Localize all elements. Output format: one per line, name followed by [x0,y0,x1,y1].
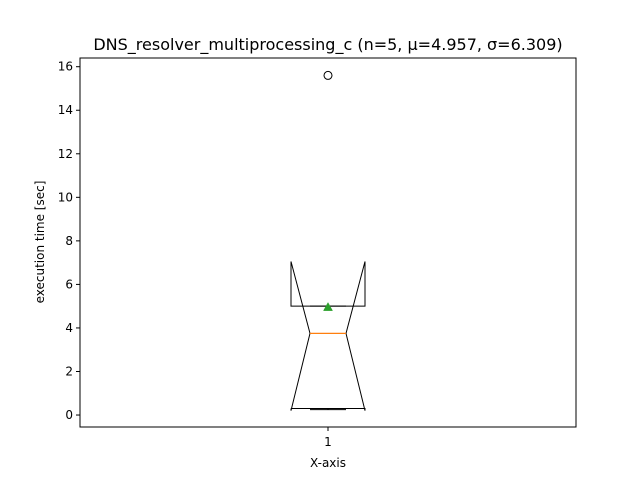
y-tick-label: 6 [65,277,73,291]
y-tick-label: 0 [65,408,73,422]
y-tick-label: 10 [58,190,73,204]
plot-area [79,57,577,428]
x-axis: 1 [324,427,332,449]
chart-title: DNS_resolver_multiprocessing_c (n=5, μ=4… [93,35,562,55]
x-axis-label: X-axis [310,456,346,470]
box [290,261,366,411]
y-tick-label: 2 [65,364,73,378]
y-axis: 0 2 4 6 8 10 12 14 16 [58,60,80,422]
outlier-point [323,70,333,80]
mean-marker [323,302,333,311]
box-series [290,70,366,411]
x-tick-label: 1 [324,435,332,449]
y-tick-label: 4 [65,321,73,335]
y-tick-label: 14 [58,103,73,117]
y-axis-label: execution time [sec] [33,181,47,304]
y-tick-label: 8 [65,234,73,248]
y-tick-label: 12 [58,147,73,161]
y-tick-label: 16 [58,60,73,74]
